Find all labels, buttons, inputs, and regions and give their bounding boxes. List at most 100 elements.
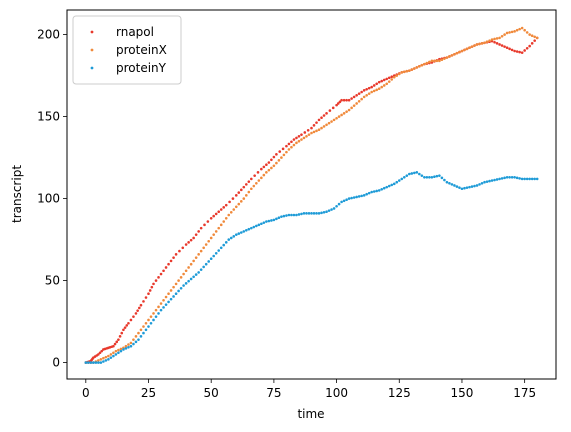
data-point-proteinY	[109, 356, 113, 359]
data-point-proteinY	[413, 171, 416, 175]
data-point-proteinX	[392, 75, 396, 79]
data-point-proteinY	[418, 172, 421, 176]
data-point-rnapol	[247, 180, 251, 183]
data-point-rnapol	[295, 136, 298, 140]
data-point-proteinX	[508, 31, 511, 34]
data-point-proteinX	[174, 282, 178, 286]
data-point-rnapol	[385, 77, 389, 81]
data-point-proteinY	[300, 212, 303, 216]
data-point-proteinY	[455, 185, 459, 188]
data-point-rnapol	[498, 43, 501, 46]
data-point-proteinY	[224, 241, 228, 244]
data-point-rnapol	[178, 249, 181, 253]
data-point-proteinY	[302, 212, 306, 215]
data-point-proteinY	[380, 188, 384, 191]
data-point-rnapol	[253, 174, 256, 177]
data-point-rnapol	[390, 75, 394, 78]
data-point-proteinY	[350, 196, 353, 200]
data-point-proteinX	[260, 176, 263, 180]
data-point-rnapol	[362, 89, 366, 92]
data-point-proteinX	[265, 171, 268, 174]
data-point-rnapol	[242, 185, 246, 189]
data-point-rnapol	[336, 102, 340, 105]
data-point-proteinX	[214, 230, 218, 233]
data-point-proteinX	[458, 50, 461, 54]
data-point-proteinY	[327, 209, 331, 212]
data-point-proteinY	[332, 207, 336, 210]
data-point-proteinY	[387, 184, 391, 188]
data-point-proteinY	[212, 254, 215, 258]
data-point-rnapol	[129, 318, 133, 322]
data-point-proteinX	[372, 89, 376, 93]
data-point-proteinX	[247, 190, 251, 194]
data-point-proteinX	[219, 223, 223, 227]
data-point-proteinX	[428, 60, 431, 64]
data-point-proteinY	[505, 175, 509, 179]
data-point-rnapol	[500, 44, 504, 47]
data-point-rnapol	[224, 203, 228, 207]
data-point-rnapol	[138, 306, 141, 310]
data-point-proteinX	[360, 97, 363, 101]
data-point-proteinX	[510, 30, 514, 34]
data-point-proteinY	[423, 175, 426, 179]
data-point-proteinX	[109, 353, 113, 356]
data-point-proteinY	[229, 236, 233, 240]
data-point-proteinY	[129, 344, 133, 348]
data-point-proteinX	[245, 194, 248, 197]
data-point-proteinX	[485, 40, 489, 44]
data-point-proteinX	[302, 136, 306, 140]
data-point-rnapol	[97, 353, 100, 356]
y-axis: 0 50 100 150 200	[37, 28, 67, 370]
data-point-proteinY	[510, 175, 514, 179]
x-tick-label: 75	[266, 386, 281, 400]
data-point-rnapol	[136, 309, 139, 312]
data-point-rnapol	[275, 153, 278, 156]
data-point-proteinX	[478, 42, 481, 46]
data-point-proteinX	[380, 85, 384, 89]
data-point-proteinY	[377, 189, 381, 192]
data-point-proteinX	[182, 272, 185, 276]
data-point-proteinX	[490, 38, 494, 41]
data-point-rnapol	[184, 243, 188, 246]
data-point-rnapol	[352, 95, 356, 99]
data-point-proteinX	[525, 31, 529, 34]
x-tick-label: 25	[141, 386, 156, 400]
data-point-proteinY	[515, 176, 519, 180]
data-point-proteinY	[310, 212, 313, 215]
data-point-proteinY	[360, 194, 363, 198]
data-point-proteinX	[217, 226, 221, 230]
data-point-proteinY	[234, 233, 238, 236]
data-point-proteinX	[272, 164, 276, 168]
data-point-proteinX	[292, 143, 296, 147]
data-point-proteinY	[400, 177, 404, 181]
data-point-proteinX	[275, 161, 278, 165]
data-point-rnapol	[147, 292, 150, 296]
data-point-rnapol	[219, 208, 223, 211]
data-point-proteinY	[425, 175, 429, 179]
data-point-proteinX	[513, 30, 516, 33]
data-point-rnapol	[164, 266, 168, 269]
data-point-proteinY	[152, 318, 155, 322]
legend-label-proteinX: proteinX	[116, 43, 167, 57]
data-point-rnapol	[169, 259, 173, 263]
data-point-proteinX	[179, 276, 183, 279]
data-point-proteinX	[515, 28, 519, 32]
data-point-proteinX	[164, 295, 168, 299]
data-point-proteinY	[245, 229, 248, 232]
data-point-proteinY	[192, 275, 195, 279]
data-point-proteinY	[488, 179, 491, 183]
data-point-proteinX	[448, 55, 451, 58]
x-tick-label: 125	[388, 386, 411, 400]
data-point-rnapol	[325, 112, 328, 115]
data-point-rnapol	[520, 51, 524, 54]
data-point-proteinX	[239, 200, 243, 203]
data-point-proteinY	[475, 184, 479, 187]
data-point-proteinY	[107, 358, 110, 361]
data-point-rnapol	[212, 214, 215, 218]
data-point-proteinX	[475, 43, 479, 46]
data-point-proteinX	[207, 239, 210, 243]
data-point-proteinY	[495, 178, 499, 181]
data-point-proteinY	[470, 185, 474, 188]
data-point-proteinX	[493, 37, 496, 41]
data-point-proteinX	[445, 56, 449, 59]
